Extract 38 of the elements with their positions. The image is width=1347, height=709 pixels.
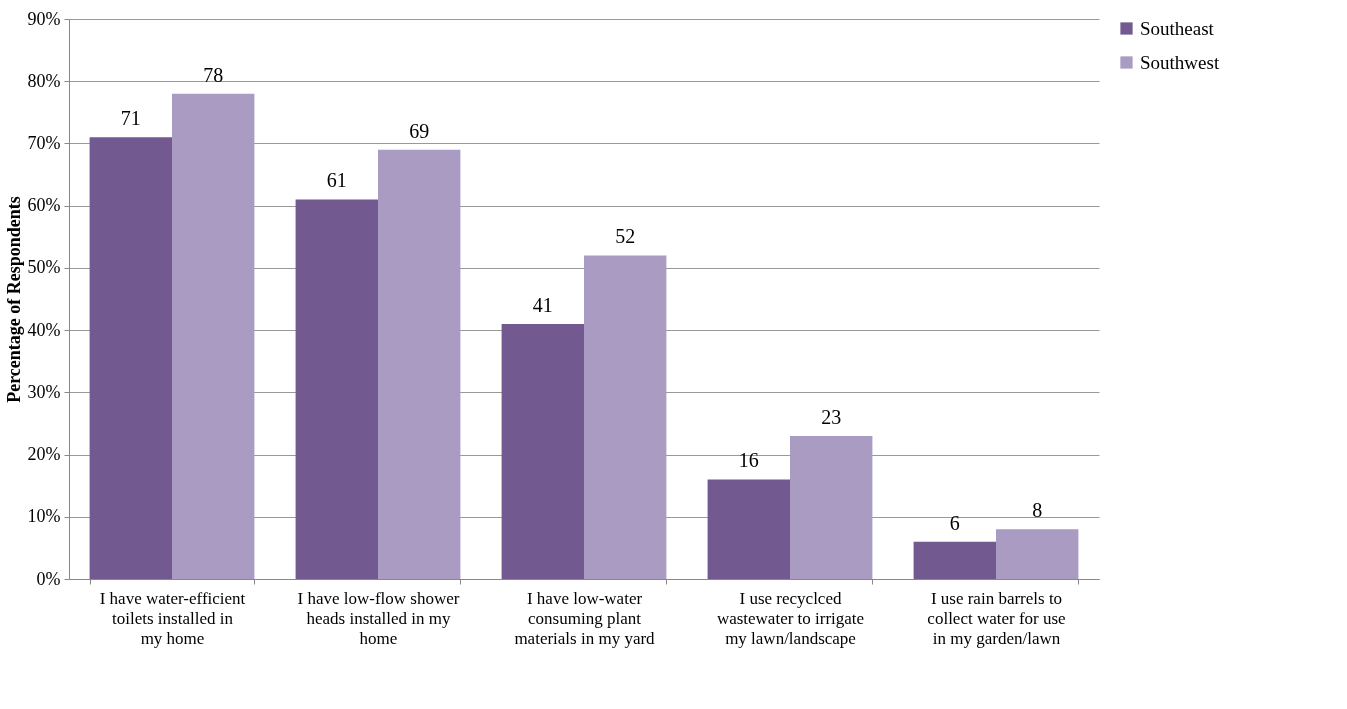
bar (378, 149, 461, 579)
data-label: 78 (203, 63, 224, 86)
data-label: 71 (120, 107, 141, 130)
data-label: 41 (532, 293, 553, 316)
data-label: 69 (409, 119, 430, 142)
data-label: 52 (615, 225, 636, 248)
bar (913, 541, 996, 579)
bar (295, 199, 378, 579)
y-tick-label: 90% (27, 8, 61, 29)
y-tick-label: 80% (27, 70, 61, 91)
legend-label: Southeast (1140, 17, 1215, 39)
bar (996, 529, 1079, 579)
bar (584, 255, 667, 579)
bar (501, 323, 584, 579)
x-tick-label: I use recyclced wastewater to irrigate my lawn/landscape (716, 588, 865, 648)
y-tick-label: 30% (27, 381, 61, 402)
data-label: 61 (326, 169, 347, 192)
x-tick-label: I have low-flow shower heads installed in my home (297, 588, 460, 648)
y-tick-label: 40% (27, 319, 61, 340)
data-label: 8 (1032, 499, 1043, 522)
bar (172, 93, 255, 579)
bar (89, 137, 172, 579)
data-label: 6 (949, 511, 960, 534)
x-tick-label: I have water-efficient toilets installed in my home (99, 588, 246, 648)
y-tick-label: 70% (27, 132, 61, 153)
y-tick-label: 50% (27, 257, 61, 278)
x-tick-label: I have low-water consuming plant materials in my yard (514, 588, 656, 648)
bar (790, 435, 873, 579)
y-tick-label: 0% (36, 568, 61, 589)
y-tick-label: 20% (27, 444, 61, 465)
y-tick-label: 60% (27, 195, 61, 216)
legend-label: Southwest (1140, 51, 1220, 73)
y-axis-title: Percentage of Respondents (3, 196, 24, 403)
y-tick-label: 10% (27, 506, 61, 527)
data-label: 16 (738, 449, 759, 472)
bar (707, 479, 790, 579)
x-tick-label: I use rain barrels to collect water for use in my garden/lawn (927, 588, 1066, 648)
data-label: 23 (821, 405, 842, 428)
